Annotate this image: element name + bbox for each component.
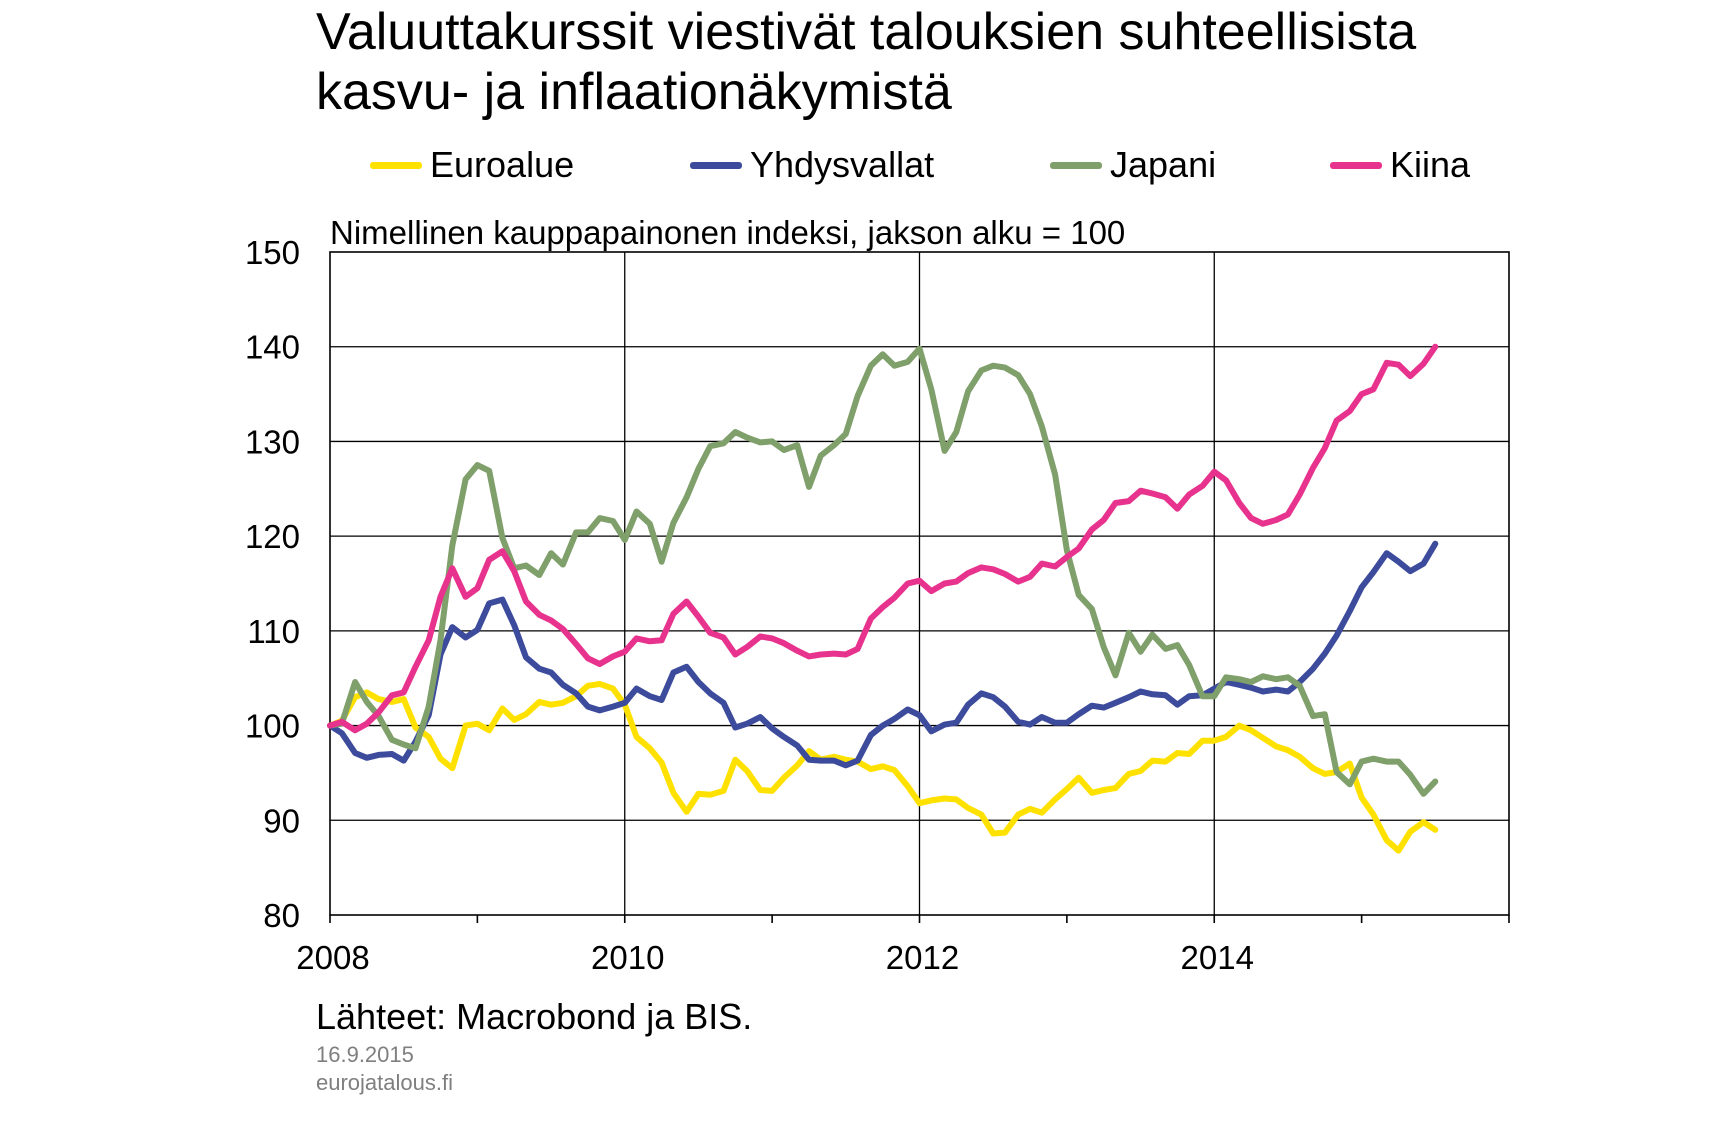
x-tick-label: 2014 <box>1181 939 1254 976</box>
x-tick-label: 2012 <box>886 939 959 976</box>
series-line-yhdysvallat <box>327 540 1439 769</box>
y-tick-label: 90 <box>263 802 300 839</box>
legend-label: Japani <box>1110 144 1217 185</box>
y-tick-label: 110 <box>247 613 300 650</box>
legend-swatch <box>690 161 742 169</box>
chart-title-line-2: kasvu- ja inflaationäkymistä <box>316 63 952 121</box>
legend-label: Euroalue <box>430 144 575 185</box>
y-tick-label: 120 <box>245 518 300 555</box>
legend-item-japani: Japani <box>1050 144 1300 186</box>
legend-item-yhdysvallat: Yhdysvallat <box>690 144 1020 186</box>
y-tick-label: 80 <box>263 897 300 934</box>
x-tick-label: 2008 <box>296 939 369 976</box>
chart-legend: Euroalue Yhdysvallat Japani Kiina <box>370 138 1560 192</box>
y-tick-label: 150 <box>245 234 300 271</box>
legend-label: Yhdysvallat <box>750 144 935 185</box>
source-note: Lähteet: Macrobond ja BIS. <box>316 996 753 1037</box>
legend-swatch <box>370 161 422 169</box>
chart-title: Valuuttakurssit viestivät talouksien suh… <box>316 2 1696 122</box>
legend-item-euroalue: Euroalue <box>370 144 660 186</box>
site-name: eurojatalous.fi <box>316 1070 453 1095</box>
chart-subtitle: Nimellinen kauppapainonen indeksi, jakso… <box>330 214 1125 251</box>
y-tick-label: 130 <box>245 423 300 460</box>
legend-label: Kiina <box>1390 144 1471 185</box>
line-chart: 80 90 100 110 120 130 140 150 2008 2010 2012 2014 Ni… <box>245 214 1510 976</box>
series-line-kiina <box>327 343 1439 734</box>
y-tick-label: 100 <box>245 708 300 745</box>
legend-item-kiina: Kiina <box>1330 144 1530 186</box>
legend-swatch <box>1050 161 1102 169</box>
y-tick-label: 140 <box>245 329 300 366</box>
legend-swatch <box>1330 161 1382 169</box>
series-line-euroalue <box>327 680 1439 854</box>
x-tick-label: 2010 <box>591 939 664 976</box>
publication-date: 16.9.2015 <box>316 1042 414 1067</box>
chart-title-line-1: Valuuttakurssit viestivät talouksien suh… <box>316 3 1417 61</box>
